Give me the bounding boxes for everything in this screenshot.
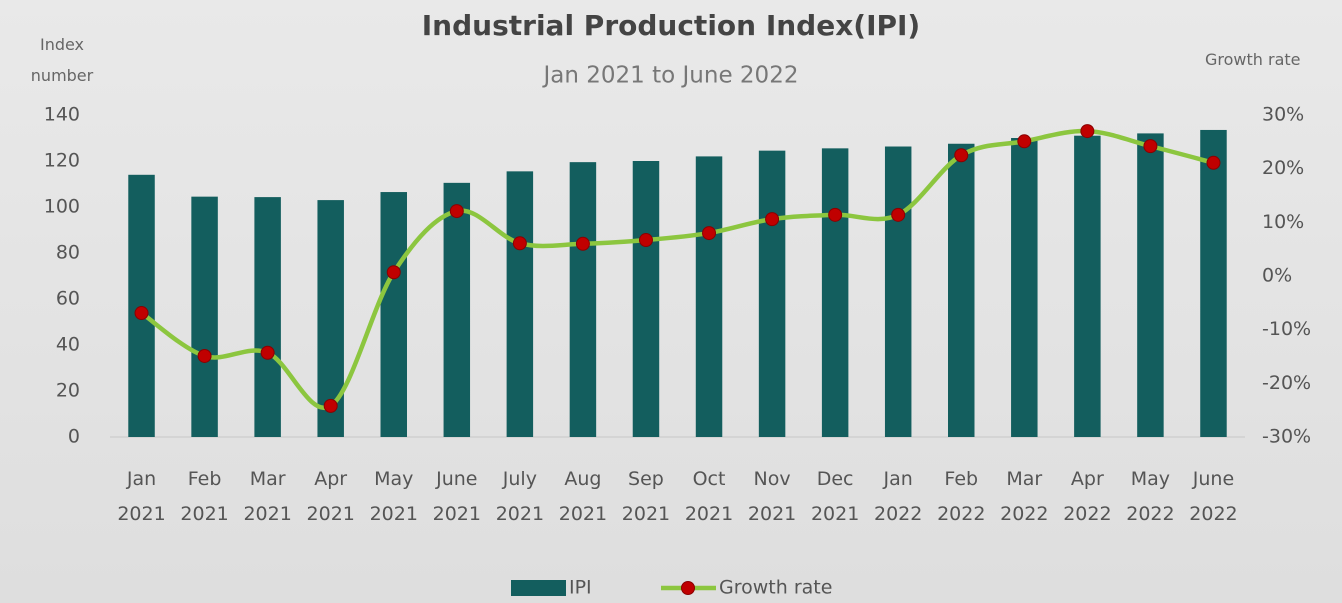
bar [884, 146, 912, 437]
marker [638, 233, 653, 248]
y2-tick-label: -10% [1262, 318, 1311, 340]
legend-marker [681, 581, 695, 595]
chart-subtitle: Jan 2021 to June 2022 [542, 63, 799, 89]
y-tick-label: 120 [44, 150, 80, 172]
legend-label: Growth rate [719, 577, 832, 599]
bar [695, 156, 723, 437]
y-tick-label: 60 [56, 288, 80, 310]
x-tick-label: May 2022 [1126, 468, 1175, 525]
y2-axis-title: Growth rate [1205, 50, 1301, 69]
marker [1206, 155, 1221, 170]
marker [891, 207, 906, 222]
y2-tick-label: 10% [1262, 211, 1304, 233]
marker [1143, 139, 1158, 154]
y2-tick-label: 30% [1262, 104, 1304, 126]
y-tick-label: 0 [68, 426, 80, 448]
y-tick-label: 20 [56, 380, 80, 402]
x-tick-label: Mar 2022 [1000, 468, 1049, 525]
y2-tick-label: 0% [1262, 265, 1292, 287]
bar [1074, 135, 1101, 437]
y2-tick-label: -20% [1262, 372, 1311, 394]
bar [128, 174, 155, 438]
bar [1200, 129, 1227, 437]
x-tick-label: June 2021 [432, 468, 481, 525]
bar [1137, 133, 1164, 437]
x-tick-label: July 2021 [495, 468, 545, 525]
x-tick-label: Jan 2021 [117, 468, 166, 525]
marker [828, 207, 843, 222]
y-axis-title: Index number [30, 35, 94, 85]
x-tick-label: May 2021 [369, 468, 418, 525]
bar [254, 197, 281, 437]
y2-tick-label: -30% [1262, 426, 1311, 448]
marker [702, 226, 717, 241]
marker [260, 345, 275, 360]
bar [506, 171, 534, 437]
marker [323, 398, 338, 413]
marker [1080, 124, 1095, 139]
bar [632, 161, 660, 437]
marker [954, 148, 969, 163]
marker [386, 265, 401, 280]
bar [821, 148, 849, 437]
bar [569, 162, 597, 437]
bar [191, 196, 218, 437]
line [140, 128, 1215, 411]
legend-swatch [511, 580, 566, 596]
x-tick-label: Sep 2021 [621, 468, 671, 525]
marker [765, 212, 780, 227]
x-tick-label: Jan 2022 [874, 468, 923, 525]
bar [380, 192, 407, 437]
x-tick-label: June 2022 [1189, 468, 1238, 525]
y-tick-label: 100 [44, 196, 80, 218]
marker [449, 204, 464, 219]
x-tick-label: Feb 2022 [937, 468, 986, 525]
y2-tick-label: 20% [1262, 157, 1304, 179]
bar [443, 182, 471, 437]
x-tick-label: Nov 2021 [747, 468, 797, 525]
marker [575, 236, 590, 251]
x-tick-label: Oct 2021 [684, 468, 734, 525]
bar [948, 143, 975, 437]
marker [134, 306, 149, 321]
bar [1011, 138, 1038, 437]
marker [1017, 134, 1032, 149]
x-tick-label: Feb 2021 [180, 468, 229, 525]
y-tick-label: 80 [56, 242, 80, 264]
marker [512, 236, 527, 251]
x-tick-label: Mar 2021 [243, 468, 292, 525]
chart-title: Industrial Production Index(IPI) [422, 9, 920, 42]
legend-label: IPI [569, 577, 592, 599]
bar [758, 150, 786, 437]
x-tick-label: Apr 2021 [306, 468, 355, 525]
x-tick-label: Aug 2021 [558, 468, 608, 525]
marker [197, 348, 212, 363]
y-tick-label: 140 [44, 104, 80, 126]
x-tick-label: Apr 2022 [1063, 468, 1112, 525]
y-tick-label: 40 [56, 334, 80, 356]
x-tick-label: Dec 2021 [810, 468, 860, 525]
